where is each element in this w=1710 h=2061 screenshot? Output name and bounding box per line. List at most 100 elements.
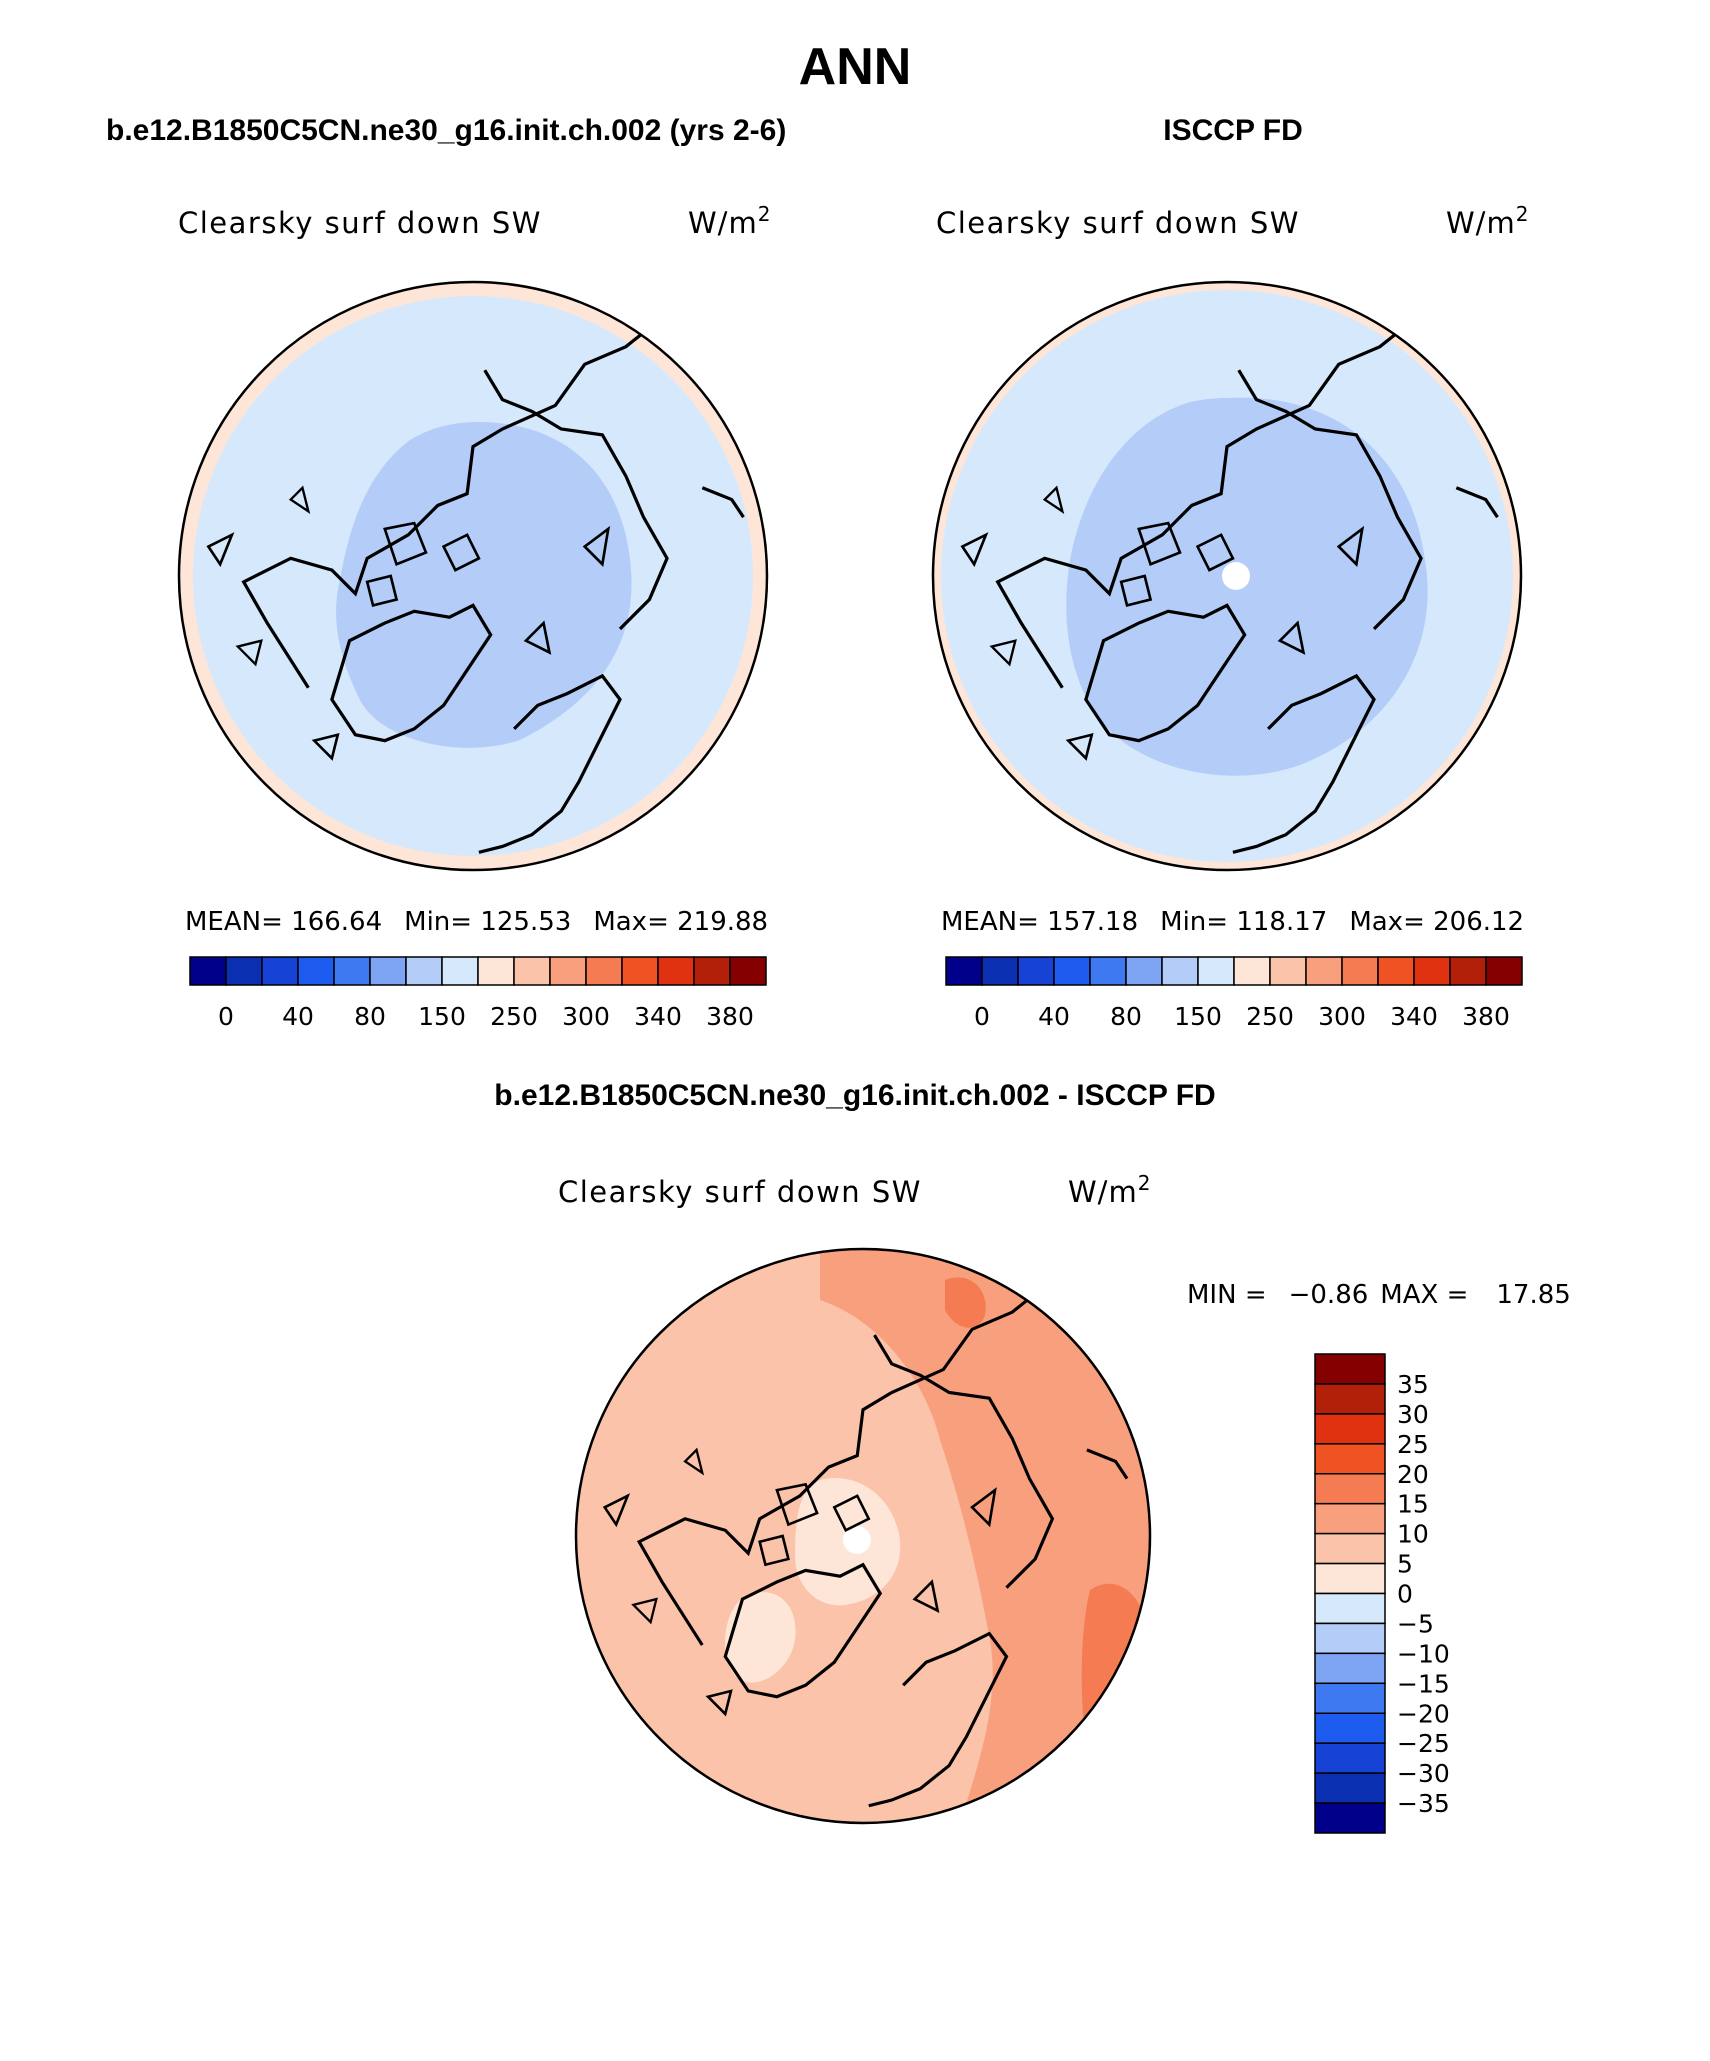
- panel-obs: ISCCP FD Clearsky surf down SW W/m2 MEAN…: [931, 114, 1529, 1031]
- max-label: Max=: [593, 907, 669, 937]
- colorbar-box: [1314, 1562, 1386, 1595]
- colorbar-box: [369, 956, 407, 986]
- colorbar-box: [1161, 956, 1199, 986]
- figure-title: ANN: [799, 38, 912, 96]
- colorbar-box: [1314, 1592, 1386, 1625]
- colorbar-box: [405, 956, 443, 986]
- colorbar-box: [1314, 1682, 1386, 1714]
- colorbar-box: [981, 956, 1019, 986]
- colorbar-tick-label: 10: [1397, 1520, 1429, 1549]
- colorbar-box: [945, 956, 983, 986]
- colorbar-box: [1314, 1473, 1386, 1505]
- colorbar-box: [1314, 1652, 1386, 1685]
- colorbar-box: [1197, 956, 1235, 986]
- colorbar-box: [333, 956, 371, 986]
- colorbar-tick-label: 380: [706, 1002, 754, 1031]
- colorbar-tick-label: 340: [1390, 1002, 1438, 1031]
- map-inner-region: [336, 421, 632, 748]
- colorbar-obs: 0 40 80 150 250 300 340 380: [945, 956, 1523, 1031]
- colorbar-box: [1125, 956, 1163, 986]
- min-value: 118.17: [1236, 907, 1327, 937]
- mean-label: MEAN=: [941, 907, 1039, 937]
- colorbar-tick-label: −20: [1397, 1699, 1450, 1728]
- min-label: Min=: [1160, 907, 1228, 937]
- colorbar-box: [1341, 956, 1379, 986]
- panel-diff: b.e12.B1850C5CN.ne30_g16.init.ch.002 - I…: [494, 1079, 1571, 1834]
- colorbar-box: [1233, 956, 1271, 986]
- colorbar-box: [1314, 1383, 1386, 1415]
- panel-model-variable: Clearsky surf down SW: [178, 206, 542, 240]
- diff-minmax: MIN = −0.86 MAX = 17.85: [1187, 1280, 1571, 1310]
- colorbar-box: [1485, 956, 1523, 986]
- polar-map-model: [177, 280, 769, 872]
- colorbar-tick-label: −25: [1397, 1729, 1450, 1758]
- mean-value: 157.18: [1047, 907, 1138, 937]
- diff-warm-region: [820, 1249, 1150, 1823]
- colorbar-box: [729, 956, 767, 986]
- colorbar-tick-label: 380: [1462, 1002, 1510, 1031]
- panel-diff-header: b.e12.B1850C5CN.ne30_g16.init.ch.002 - I…: [494, 1079, 1215, 1112]
- panel-obs-units: W/m2: [1446, 202, 1529, 240]
- map-border: [931, 280, 1523, 872]
- colorbar-tick-label: 150: [418, 1002, 466, 1031]
- colorbar-tick-label: 250: [1246, 1002, 1294, 1031]
- colorbar-box: [693, 956, 731, 986]
- diff-cool-region: [725, 1592, 796, 1683]
- colorbar-tick-label: 15: [1397, 1490, 1429, 1519]
- colorbar-box: [621, 956, 659, 986]
- colorbar-tick-label: 340: [634, 1002, 682, 1031]
- panel-obs-variable: Clearsky surf down SW: [936, 206, 1300, 240]
- panel-diff-units: W/m2: [1068, 1171, 1151, 1209]
- map-border: [574, 1247, 1152, 1825]
- map-border: [177, 280, 769, 872]
- colorbar-box: [1053, 956, 1091, 986]
- colorbar-model: 0 40 80 150 250 300 340 380: [189, 956, 767, 1031]
- colorbar-box: [1017, 956, 1055, 986]
- map-inner-region: [1066, 397, 1428, 776]
- colorbar-box: [513, 956, 551, 986]
- min-value: 125.53: [480, 907, 571, 937]
- colorbar-box: [1413, 956, 1451, 986]
- missing-data-pole: [843, 1526, 871, 1554]
- colorbar-box: [225, 956, 263, 986]
- colorbar-tick-label: −15: [1397, 1669, 1450, 1698]
- panel-obs-stats: MEAN= 157.18 Min= 118.17 Max= 206.12: [941, 907, 1524, 937]
- colorbar-tick-label: 300: [562, 1002, 610, 1031]
- colorbar-box: [1314, 1802, 1386, 1834]
- colorbar-box: [549, 956, 587, 986]
- colorbar-box: [1314, 1353, 1386, 1385]
- colorbar-tick-label: 25: [1397, 1430, 1429, 1459]
- max-value: 206.12: [1433, 907, 1524, 937]
- panel-obs-header: ISCCP FD: [1163, 114, 1302, 147]
- colorbar-box: [1314, 1622, 1386, 1655]
- colorbar-box: [657, 956, 695, 986]
- colorbar-box: [297, 956, 335, 986]
- colorbar-tick-label: 0: [218, 1002, 234, 1031]
- colorbar-tick-label: 35: [1397, 1370, 1429, 1399]
- colorbar-box: [585, 956, 623, 986]
- min-label: Min=: [404, 907, 472, 937]
- colorbar-tick-label: 250: [490, 1002, 538, 1031]
- colorbar-tick-label: 40: [1038, 1002, 1070, 1031]
- panel-model-header: b.e12.B1850C5CN.ne30_g16.init.ch.002 (yr…: [106, 114, 786, 147]
- diff-max-value: 17.85: [1496, 1280, 1570, 1310]
- colorbar-tick-label: −35: [1397, 1789, 1450, 1818]
- polar-map-obs: [931, 280, 1523, 872]
- colorbar-box: [189, 956, 227, 986]
- colorbar-box: [1314, 1532, 1386, 1565]
- colorbar-box: [1305, 956, 1343, 986]
- colorbar-box: [1314, 1712, 1386, 1744]
- missing-data-pole: [1222, 562, 1250, 590]
- colorbar-box: [1314, 1742, 1386, 1774]
- diff-min-label: MIN =: [1187, 1280, 1267, 1310]
- diff-hot-region: [945, 1277, 986, 1328]
- colorbar-box: [1314, 1443, 1386, 1475]
- diff-max-label: MAX =: [1380, 1280, 1468, 1310]
- panel-model-units: W/m2: [688, 202, 771, 240]
- mean-label: MEAN=: [185, 907, 283, 937]
- diff-min-value: −0.86: [1289, 1280, 1369, 1310]
- colorbar-tick-label: 0: [974, 1002, 990, 1031]
- colorbar-tick-label: 150: [1174, 1002, 1222, 1031]
